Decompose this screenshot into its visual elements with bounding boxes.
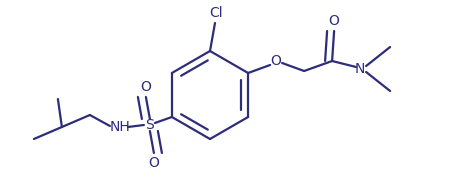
Text: S: S bbox=[146, 118, 154, 132]
Text: N: N bbox=[355, 62, 365, 76]
Text: O: O bbox=[271, 54, 282, 68]
Text: Cl: Cl bbox=[209, 6, 223, 20]
Text: O: O bbox=[329, 14, 339, 28]
Text: NH: NH bbox=[110, 120, 130, 134]
Text: O: O bbox=[148, 156, 159, 170]
Text: O: O bbox=[141, 80, 152, 94]
